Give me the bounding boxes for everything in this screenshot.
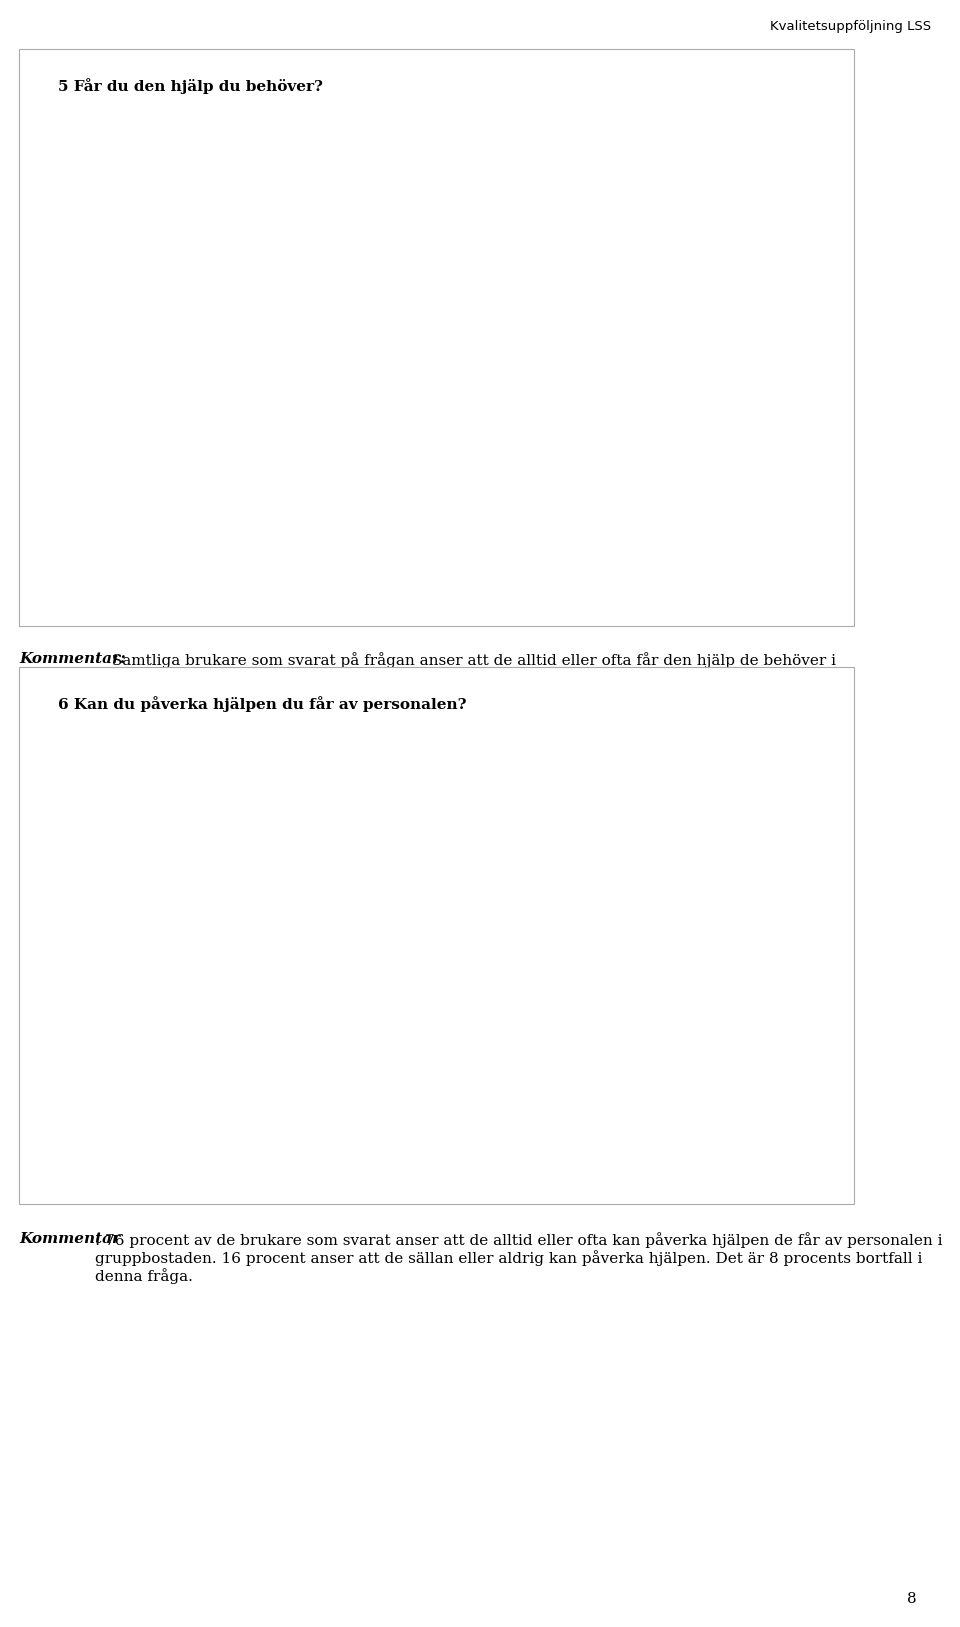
Text: 8: 8	[907, 1591, 917, 1606]
Wedge shape	[115, 766, 278, 940]
Wedge shape	[94, 856, 278, 1092]
Text: : 76 procent av de brukare som svarat anser att de alltid eller ofta kan påverka: : 76 procent av de brukare som svarat an…	[95, 1232, 943, 1284]
Text: Kommentar:: Kommentar:	[19, 652, 126, 665]
Text: 5 Får du den hjälp du behöver?: 5 Får du den hjälp du behöver?	[58, 78, 323, 94]
Wedge shape	[94, 158, 278, 342]
Legend: Alltid, Ofta, Sällan, Aldrig: Alltid, Ofta, Sällan, Aldrig	[571, 312, 656, 417]
Text: 6 Kan du påverka hjälpen du får av personalen?: 6 Kan du påverka hjälpen du får av perso…	[58, 696, 467, 713]
Legend: Alltid, Ofta, Sällan, Aldrig: Alltid, Ofta, Sällan, Aldrig	[571, 911, 656, 1015]
Wedge shape	[94, 158, 463, 526]
Text: Kommentar: Kommentar	[19, 1232, 120, 1246]
Wedge shape	[172, 757, 463, 1124]
Text: Samtliga brukare som svarat på frågan anser att de alltid eller ofta får den hjä: Samtliga brukare som svarat på frågan an…	[107, 652, 836, 687]
Text: Kvalitetsuppföljning LSS: Kvalitetsuppföljning LSS	[770, 20, 931, 33]
Wedge shape	[217, 757, 278, 940]
